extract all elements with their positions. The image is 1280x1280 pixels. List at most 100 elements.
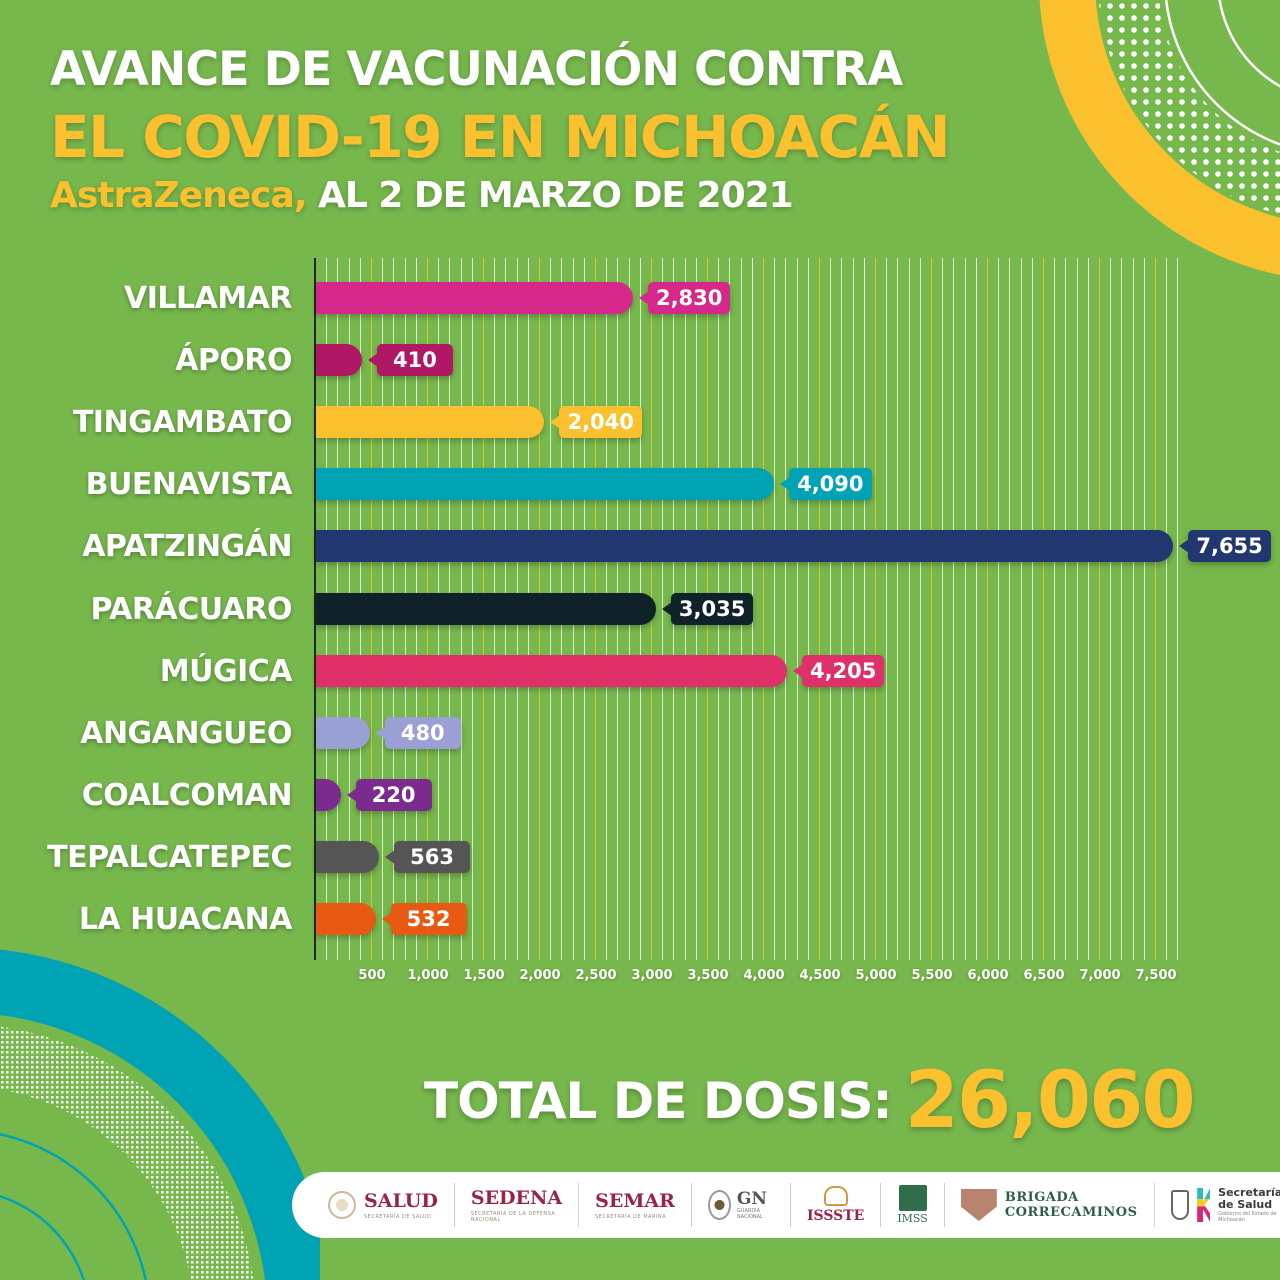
logo-sedena: SEDENA SECRETARÍA DE LA DEFENSA NACIONAL xyxy=(455,1183,580,1227)
gridline xyxy=(931,258,932,960)
x-tick-label: 3,000 xyxy=(631,968,673,983)
imss-emblem-icon xyxy=(898,1185,927,1211)
guardia-nacional-seal-icon xyxy=(707,1190,731,1220)
bar xyxy=(316,468,775,501)
category-label: PARÁCUARO xyxy=(90,591,292,627)
mexico-seal-icon xyxy=(328,1191,356,1219)
category-label: TINGAMBATO xyxy=(72,405,293,441)
x-tick-label: 500 xyxy=(358,968,386,983)
gridline xyxy=(964,258,966,960)
x-tick-label: 5,500 xyxy=(911,968,953,983)
logo-issste-text: ISSSTE xyxy=(806,1208,865,1224)
x-tick-label: 2,500 xyxy=(575,968,617,983)
issste-hands-icon xyxy=(823,1186,848,1206)
gridline xyxy=(1110,258,1112,960)
total-label: TOTAL DE DOSIS: xyxy=(424,1072,892,1130)
value-label: 2,040 xyxy=(550,406,642,439)
gridline xyxy=(1076,258,1078,960)
vaccine-name: AstraZeneca, xyxy=(50,175,307,216)
logo-imss-text: IMSS xyxy=(897,1212,928,1225)
category-label: ÁPORO xyxy=(175,343,292,379)
category-label: LA HUACANA xyxy=(78,902,293,937)
bar-row: VILLAMAR 2,830 xyxy=(0,281,1280,316)
logo-imss: IMSS xyxy=(881,1183,945,1227)
gridline xyxy=(875,258,876,960)
bar-row: PARÁCUARO 3,035 xyxy=(0,591,1280,627)
gridline xyxy=(830,258,832,960)
x-tick-label: 1,000 xyxy=(407,968,449,983)
value-label: 480 xyxy=(375,716,461,749)
gridline xyxy=(953,258,955,960)
bar-row: ÁPORO 410 xyxy=(0,343,1280,379)
x-tick-label: 5,000 xyxy=(855,968,897,983)
logo-gn: GN GUARDIA NACIONAL xyxy=(692,1183,791,1227)
gridline xyxy=(785,258,787,960)
x-tick-label: 7,500 xyxy=(1135,968,1177,983)
bar xyxy=(316,406,545,439)
gridline xyxy=(886,258,888,960)
value-label: 4,090 xyxy=(780,468,872,501)
gridline xyxy=(1087,258,1089,960)
gridline xyxy=(942,258,944,960)
bar xyxy=(316,530,1174,563)
logo-salud-text: SALUD xyxy=(364,1189,438,1212)
bar-row: BUENAVISTA 4,090 xyxy=(0,467,1280,503)
gridline xyxy=(1121,258,1123,960)
gridline xyxy=(774,258,776,960)
logo-salud-sub: SECRETARÍA DE SALUD xyxy=(364,1213,432,1220)
logo-sedena-text: SEDENA xyxy=(470,1186,563,1209)
gridline xyxy=(1031,258,1033,960)
bar xyxy=(316,654,787,687)
logo-gn-sub: GUARDIA NACIONAL xyxy=(736,1207,763,1220)
logo-sedena-sub: SECRETARÍA DE LA DEFENSA NACIONAL xyxy=(470,1210,556,1223)
x-tick-label: 1,500 xyxy=(463,968,505,983)
gridline xyxy=(1065,258,1067,960)
logo-de-salud-text: de Salud xyxy=(1218,1198,1273,1211)
michoacan-k-icon xyxy=(1197,1188,1211,1222)
x-tick-label: 4,500 xyxy=(799,968,841,983)
gridline xyxy=(919,258,921,960)
bar xyxy=(316,840,380,873)
logo-issste: ISSSTE xyxy=(791,1183,882,1227)
category-label: APATZINGÁN xyxy=(82,529,292,565)
gridline xyxy=(1020,258,1022,960)
gridline xyxy=(1099,258,1100,960)
bar xyxy=(316,344,362,377)
value-label: 7,655 xyxy=(1179,530,1271,563)
gridline xyxy=(897,258,899,960)
logo-gn-text: GN xyxy=(736,1188,767,1209)
bar-row: TEPALCATEPEC 563 xyxy=(0,839,1280,875)
gridline xyxy=(1054,258,1056,960)
x-tick-label: 6,000 xyxy=(967,968,1009,983)
gridline xyxy=(863,258,865,960)
category-label: VILLAMAR xyxy=(123,281,293,316)
total-doses: TOTAL DE DOSIS: 26,060 xyxy=(424,1056,1196,1146)
bar-row: ANGANGUEO 480 xyxy=(0,716,1280,751)
bar-row: LA HUACANA 532 xyxy=(0,902,1280,937)
category-label: MÚGICA xyxy=(159,653,293,689)
logo-secretaria-text: Secretaría xyxy=(1218,1186,1280,1199)
roadrunner-shield-icon xyxy=(960,1189,997,1221)
x-tick-label: 3,500 xyxy=(687,968,729,983)
bar-chart: VILLAMAR 2,830 ÁPORO 410 TINGAMBATO 2,040 BUEN… xyxy=(0,258,1280,983)
total-value: 26,060 xyxy=(904,1056,1196,1146)
subtitle: AstraZeneca, AL 2 DE MARZO DE 2021 xyxy=(50,175,794,216)
gridline xyxy=(807,258,809,960)
x-tick-label: 4,000 xyxy=(743,968,785,983)
michoacan-seal-icon xyxy=(1170,1190,1190,1220)
bar-row: APATZINGÁN 7,655 xyxy=(0,529,1280,565)
y-axis-line xyxy=(314,258,316,960)
bar xyxy=(316,778,341,811)
value-label: 220 xyxy=(346,778,432,811)
category-label: BUENAVISTA xyxy=(85,467,293,503)
gridline xyxy=(1009,258,1011,960)
gridline xyxy=(841,258,843,960)
logo-correcaminos-text: CORRECAMINOS xyxy=(1004,1205,1138,1220)
value-label: 4,205 xyxy=(792,654,885,687)
category-label: TEPALCATEPEC xyxy=(47,839,292,875)
gridline xyxy=(1043,258,1044,960)
bar xyxy=(316,282,633,314)
x-tick-label: 6,500 xyxy=(1023,968,1065,983)
value-label: 3,035 xyxy=(661,592,754,625)
bar-row: COALCOMAN 220 xyxy=(0,778,1280,813)
